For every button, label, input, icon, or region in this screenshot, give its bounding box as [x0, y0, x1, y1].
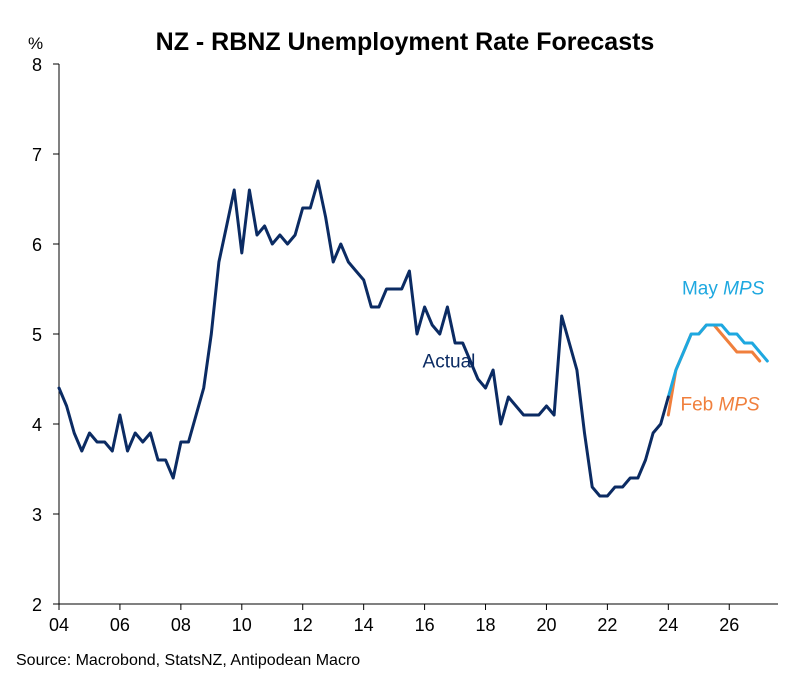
- x-tick-label: 18: [476, 615, 496, 635]
- chart-title: NZ - RBNZ Unemployment Rate Forecasts: [156, 28, 655, 56]
- y-tick-label: 2: [32, 595, 42, 615]
- x-tick-label: 06: [110, 615, 130, 635]
- x-tick-label: 14: [354, 615, 374, 635]
- series-annotation: May MPS: [682, 278, 765, 299]
- y-tick-label: 7: [32, 145, 42, 165]
- x-tick-label: 22: [597, 615, 617, 635]
- x-tick-label: 16: [415, 615, 435, 635]
- source-note: Source: Macrobond, StatsNZ, Antipodean M…: [16, 652, 360, 669]
- y-tick-label: 3: [32, 505, 42, 525]
- series-layer: [57, 179, 769, 498]
- series-annotation: Feb MPS: [681, 395, 761, 416]
- x-tick-label: 26: [719, 615, 739, 635]
- annotation-text: Feb: [681, 395, 719, 416]
- x-tick-label: 10: [232, 615, 252, 635]
- x-ticks: 04 06 08 10 12 14 16 18 20 22 24 26: [49, 604, 739, 635]
- y-ticks: 2 3 4 5 6 7 8: [32, 55, 59, 615]
- x-tick-label: 24: [658, 615, 678, 635]
- series-annotation: Actual: [423, 351, 476, 372]
- x-tick-label: 12: [293, 615, 313, 635]
- y-tick-label: 5: [32, 325, 42, 345]
- annotation-text: Actual: [423, 351, 476, 372]
- y-tick-label: 4: [32, 415, 42, 435]
- annotation-italic-text: MPS: [723, 278, 765, 299]
- y-axis-unit-label: %: [28, 34, 43, 53]
- annotation-text: May: [682, 278, 723, 299]
- y-tick-label: 8: [32, 55, 42, 75]
- series-line-may-mps: [666, 323, 769, 399]
- y-tick-label: 6: [32, 235, 42, 255]
- annotation-italic-text: MPS: [719, 395, 761, 416]
- x-tick-label: 04: [49, 615, 69, 635]
- x-tick-label: 20: [536, 615, 556, 635]
- x-tick-label: 08: [171, 615, 191, 635]
- series-line-actual: [57, 179, 670, 498]
